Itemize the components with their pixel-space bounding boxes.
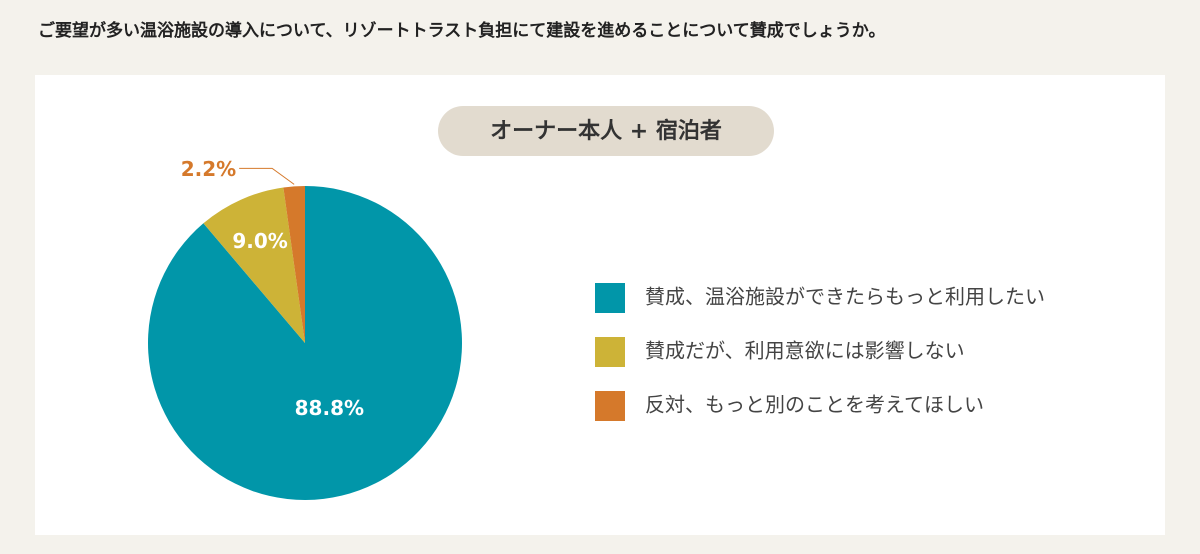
pie-slice (203, 187, 305, 343)
legend-label: 賛成だが、利用意欲には影響しない (645, 339, 965, 363)
legend-label: 賛成、温浴施設ができたらもっと利用したい (645, 285, 1045, 309)
legend-swatch (595, 337, 625, 367)
legend-label: 反対、もっと別のことを考えてほしい (645, 393, 984, 417)
legend-swatch (595, 391, 625, 421)
title-pill (438, 106, 774, 156)
question: ご要望が多い温浴施設の導入について、リゾートトラスト負担にて建設を進めることにつ… (38, 21, 886, 41)
legend-swatch (595, 283, 625, 313)
pie-slice (283, 186, 305, 343)
leader-line (239, 167, 295, 185)
chart: オーナー本人 + 宿泊者 88.8% 9.0% 2.2% 賛成、温浴施設ができたらもっ… (148, 106, 1045, 500)
value-label: 9.0% (232, 229, 287, 253)
value-label: 2.2% (181, 157, 236, 181)
chart-panel: オーナー本人 + 宿泊者 88.8% 9.0% 2.2% 賛成、温浴施設ができたらもっ… (35, 75, 1165, 535)
chart-title: オーナー本人 + 宿泊者 (490, 118, 722, 144)
value-label: 88.8% (295, 396, 364, 420)
